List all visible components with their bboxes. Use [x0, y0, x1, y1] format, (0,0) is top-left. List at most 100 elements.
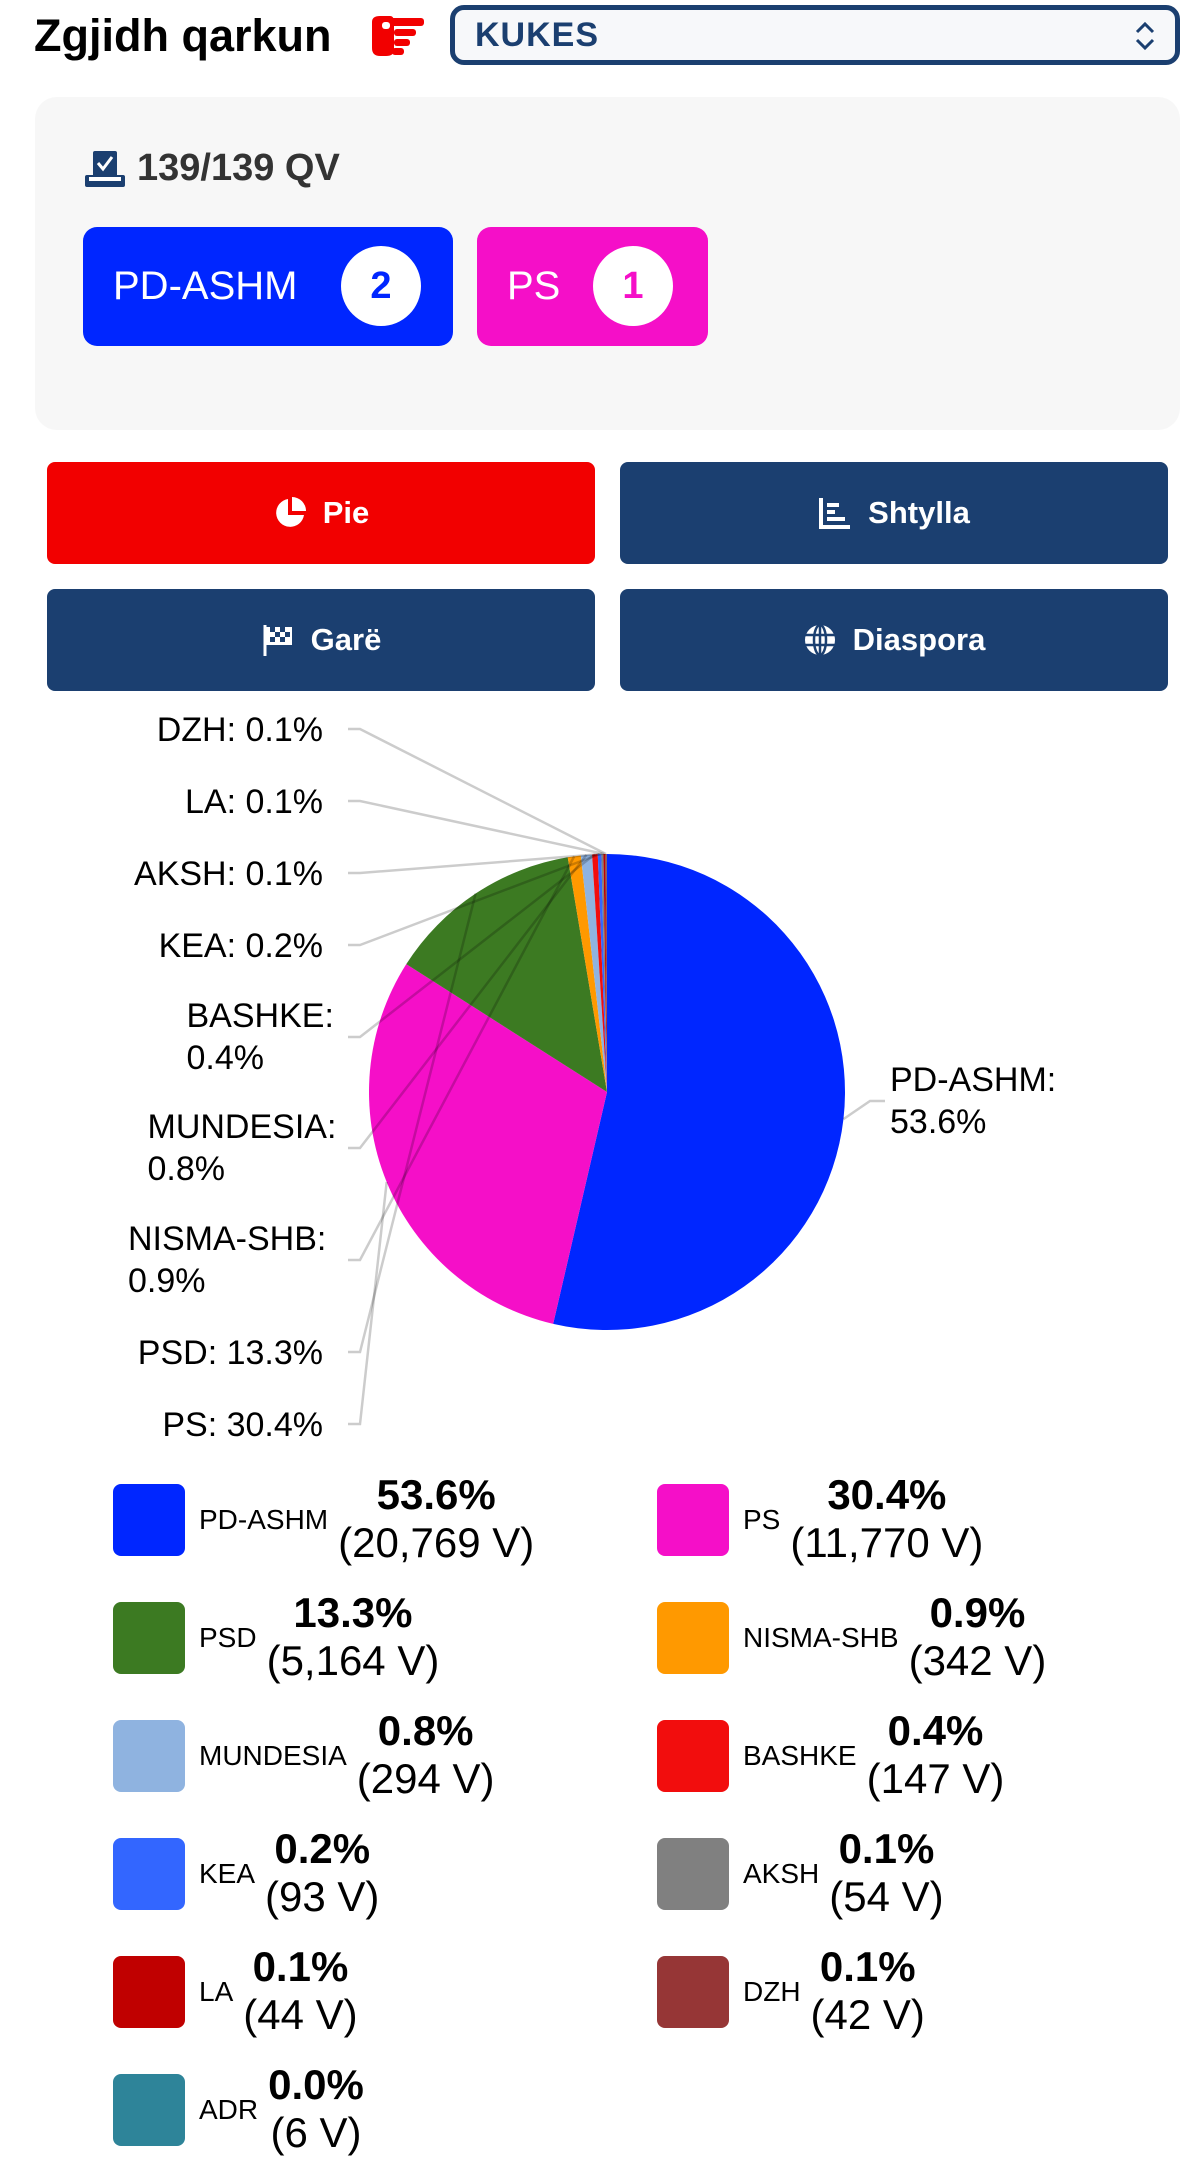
legend-party-name: ADR — [199, 2094, 258, 2126]
region-prompt: Zgjidh qarkun — [34, 6, 332, 66]
pie-label-la: LA: 0.1% — [185, 783, 323, 821]
legend-percent: 0.1% — [811, 1944, 925, 1990]
button-label: Garë — [311, 622, 382, 658]
legend-swatch — [657, 1720, 729, 1792]
legend-party-name: PS — [743, 1504, 780, 1536]
legend-percent: 53.6% — [338, 1472, 534, 1518]
legend-party-name: PSD — [199, 1622, 257, 1654]
legend-value: 0.2% (93 V) — [265, 1826, 379, 1922]
legend-votes: (93 V) — [265, 1872, 379, 1922]
legend-value: 0.1% (54 V) — [829, 1826, 943, 1922]
pie-label-pd-ashm: PD-ASHM:53.6% — [890, 1061, 1056, 1141]
legend-value: 30.4% (11,770 V) — [790, 1472, 983, 1568]
pie-label-kea: KEA: 0.2% — [159, 927, 323, 965]
button-label: Shtylla — [868, 495, 970, 531]
legend-item-la: LA 0.1% (44 V) — [113, 1932, 358, 2052]
legend-swatch — [113, 1602, 185, 1674]
legend-votes: (42 V) — [811, 1990, 925, 2040]
legend-item-nisma-shb: NISMA-SHB 0.9% (342 V) — [657, 1578, 1046, 1698]
pointing-hand-icon — [368, 14, 426, 58]
legend-swatch — [113, 1838, 185, 1910]
ballot-box-icon — [83, 149, 127, 189]
legend-swatch — [657, 1956, 729, 2028]
pie-label-aksh: AKSH: 0.1% — [134, 855, 323, 893]
leader-line — [843, 1101, 885, 1119]
legend-value: 0.4% (147 V) — [867, 1708, 1005, 1804]
race-view-button[interactable]: Garë — [47, 589, 595, 691]
legend-votes: (11,770 V) — [790, 1518, 983, 1568]
checkered-flag-icon — [261, 623, 295, 657]
legend-percent: 13.3% — [267, 1590, 440, 1636]
region-select-value: KUKES — [475, 16, 599, 55]
legend-value: 0.1% (44 V) — [243, 1944, 357, 2040]
legend-party-name: AKSH — [743, 1858, 819, 1890]
legend-value: 0.1% (42 V) — [811, 1944, 925, 2040]
pie-label-bashke: BASHKE:0.4% — [187, 997, 334, 1077]
legend-percent: 0.0% — [268, 2062, 364, 2108]
polling-stations-text: 139/139 QV — [137, 147, 340, 190]
bar-chart-icon — [818, 496, 852, 530]
leader-line — [348, 729, 606, 854]
legend-votes: (342 V) — [909, 1636, 1047, 1686]
pie-view-button[interactable]: Pie — [47, 462, 595, 564]
legend-party-name: NISMA-SHB — [743, 1622, 899, 1654]
legend-swatch — [113, 1484, 185, 1556]
seat-count: 1 — [593, 246, 673, 326]
seat-count: 2 — [341, 246, 421, 326]
legend-votes: (294 V) — [357, 1754, 495, 1804]
button-label: Diaspora — [853, 622, 986, 658]
legend-party-name: DZH — [743, 1976, 801, 2008]
legend-swatch — [657, 1484, 729, 1556]
seat-badge-pd-ashm: PD-ASHM 2 — [83, 227, 453, 346]
seat-badge-party: PS — [507, 264, 560, 309]
legend-item-adr: ADR 0.0% (6 V) — [113, 2050, 364, 2170]
legend-item-mundesia: MUNDESIA 0.8% (294 V) — [113, 1696, 495, 1816]
legend-item-kea: KEA 0.2% (93 V) — [113, 1814, 379, 1934]
legend-item-bashke: BASHKE 0.4% (147 V) — [657, 1696, 1004, 1816]
legend-votes: (6 V) — [268, 2108, 364, 2158]
legend-value: 0.8% (294 V) — [357, 1708, 495, 1804]
seat-badge-party: PD-ASHM — [113, 264, 297, 309]
legend-votes: (44 V) — [243, 1990, 357, 2040]
legend-party-name: LA — [199, 1976, 233, 2008]
legend-percent: 0.2% — [265, 1826, 379, 1872]
pie-label-ps: PS: 30.4% — [162, 1406, 323, 1444]
legend-percent: 30.4% — [790, 1472, 983, 1518]
legend-item-aksh: AKSH 0.1% (54 V) — [657, 1814, 944, 1934]
legend-value: 0.9% (342 V) — [909, 1590, 1047, 1686]
legend-votes: (20,769 V) — [338, 1518, 534, 1568]
bar-view-button[interactable]: Shtylla — [620, 462, 1168, 564]
legend-swatch — [113, 1720, 185, 1792]
diaspora-view-button[interactable]: Diaspora — [620, 589, 1168, 691]
legend-party-name: MUNDESIA — [199, 1740, 347, 1772]
pie-label-mundesia: MUNDESIA:0.8% — [148, 1108, 337, 1188]
legend-swatch — [657, 1602, 729, 1674]
legend-party-name: BASHKE — [743, 1740, 857, 1772]
legend-percent: 0.1% — [243, 1944, 357, 1990]
legend-party-name: PD-ASHM — [199, 1504, 328, 1536]
pie-chart: PD-ASHM:53.6%PS: 30.4%PSD: 13.3%NISMA-SH… — [0, 700, 1194, 1460]
legend-value: 13.3% (5,164 V) — [267, 1590, 440, 1686]
legend-value: 0.0% (6 V) — [268, 2062, 364, 2158]
legend-percent: 0.8% — [357, 1708, 495, 1754]
pie-chart-icon — [273, 496, 307, 530]
legend-swatch — [113, 1956, 185, 2028]
legend-percent: 0.9% — [909, 1590, 1047, 1636]
legend-party-name: KEA — [199, 1858, 255, 1890]
pie-label-nisma-shb: NISMA-SHB:0.9% — [128, 1220, 326, 1300]
legend-value: 53.6% (20,769 V) — [338, 1472, 534, 1568]
legend-item-psd: PSD 13.3% (5,164 V) — [113, 1578, 439, 1698]
legend-votes: (54 V) — [829, 1872, 943, 1922]
legend-votes: (147 V) — [867, 1754, 1005, 1804]
polling-stations-count: 139/139 QV — [83, 147, 340, 190]
legend-swatch — [113, 2074, 185, 2146]
legend-item-ps: PS 30.4% (11,770 V) — [657, 1460, 983, 1580]
seat-badge-ps: PS 1 — [477, 227, 708, 346]
legend-percent: 0.1% — [829, 1826, 943, 1872]
region-select[interactable]: KUKES — [450, 5, 1180, 65]
legend-percent: 0.4% — [867, 1708, 1005, 1754]
globe-icon — [803, 623, 837, 657]
chevron-up-down-icon — [1133, 20, 1157, 52]
legend-item-dzh: DZH 0.1% (42 V) — [657, 1932, 925, 2052]
legend-item-pd-ashm: PD-ASHM 53.6% (20,769 V) — [113, 1460, 534, 1580]
